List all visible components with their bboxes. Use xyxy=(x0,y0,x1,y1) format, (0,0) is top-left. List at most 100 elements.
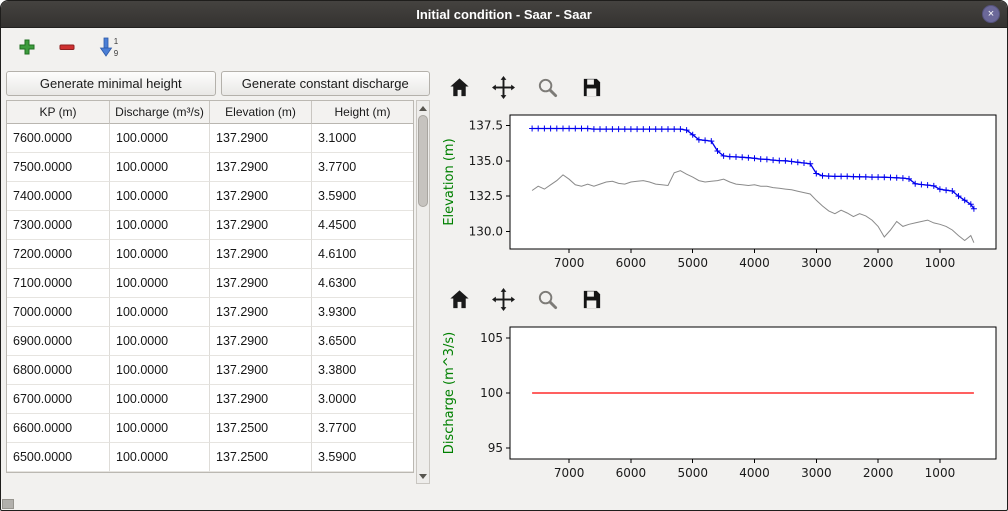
window-titlebar[interactable]: Initial condition - Saar - Saar × xyxy=(1,1,1007,28)
up-arrow-icon xyxy=(419,105,427,111)
table-cell[interactable]: 100.0000 xyxy=(110,124,210,153)
table-cell[interactable]: 3.7700 xyxy=(312,153,413,182)
table-cell[interactable]: 100.0000 xyxy=(110,443,210,472)
table-cell[interactable]: 6800.0000 xyxy=(7,356,110,385)
zoom-button[interactable] xyxy=(534,74,561,101)
generate-constant-discharge-button[interactable]: Generate constant discharge xyxy=(220,71,430,96)
scrollbar-thumb[interactable] xyxy=(418,115,428,207)
table-cell[interactable]: 3.1000 xyxy=(312,124,413,153)
pan-button[interactable] xyxy=(490,74,517,101)
svg-text:1000: 1000 xyxy=(925,256,956,270)
table-cell[interactable]: 7400.0000 xyxy=(7,182,110,211)
table-row: 6600.0000 100.0000 137.2500 3.7700 xyxy=(7,414,413,443)
table-cell[interactable]: 100.0000 xyxy=(110,327,210,356)
scrollbar-up-button[interactable] xyxy=(417,102,429,114)
zoom-button[interactable] xyxy=(534,286,561,313)
table-cell[interactable]: 3.7700 xyxy=(312,414,413,443)
bottom-left-grip[interactable] xyxy=(2,499,14,509)
table-cell[interactable]: 7600.0000 xyxy=(7,124,110,153)
generate-minimal-height-button[interactable]: Generate minimal height xyxy=(6,71,216,96)
table-cell[interactable]: 7300.0000 xyxy=(7,211,110,240)
table-cell[interactable]: 137.2900 xyxy=(210,269,312,298)
table-cell[interactable]: 137.2900 xyxy=(210,240,312,269)
table-row: 7100.0000 100.0000 137.2900 4.6300 xyxy=(7,269,413,298)
table-cell[interactable]: 6700.0000 xyxy=(7,385,110,414)
main-toolbar: 1 9 xyxy=(1,28,1007,66)
svg-text:3000: 3000 xyxy=(801,466,832,480)
table-row: 6500.0000 100.0000 137.2500 3.5900 xyxy=(7,443,413,472)
table-cell[interactable]: 6600.0000 xyxy=(7,414,110,443)
table-cell[interactable]: 137.2900 xyxy=(210,153,312,182)
table-cell[interactable]: 4.6300 xyxy=(312,269,413,298)
table-cell[interactable]: 3.0000 xyxy=(312,385,413,414)
table-cell[interactable]: 137.2900 xyxy=(210,298,312,327)
table-cell[interactable]: 3.3800 xyxy=(312,356,413,385)
sort-button[interactable]: 1 9 xyxy=(95,34,123,60)
table-cell[interactable]: 137.2900 xyxy=(210,385,312,414)
table-cell[interactable]: 4.4500 xyxy=(312,211,413,240)
svg-text:105: 105 xyxy=(480,331,503,345)
svg-text:7000: 7000 xyxy=(554,256,585,270)
svg-text:2000: 2000 xyxy=(863,256,894,270)
table-cell[interactable]: 137.2900 xyxy=(210,211,312,240)
table-cell[interactable]: 137.2900 xyxy=(210,182,312,211)
table-cell[interactable]: 6500.0000 xyxy=(7,443,110,472)
table-cell[interactable]: 100.0000 xyxy=(110,385,210,414)
pan-icon xyxy=(492,75,515,99)
home-button[interactable] xyxy=(446,74,473,101)
svg-text:7000: 7000 xyxy=(554,466,585,480)
close-button[interactable]: × xyxy=(982,5,1000,23)
column-header-1[interactable]: Discharge (m³/s) xyxy=(110,101,210,124)
table-cell[interactable]: 100.0000 xyxy=(110,211,210,240)
table-cell[interactable]: 137.2900 xyxy=(210,356,312,385)
svg-text:100: 100 xyxy=(480,386,503,400)
table-cell[interactable]: 137.2900 xyxy=(210,124,312,153)
table-cell[interactable]: 137.2500 xyxy=(210,443,312,472)
pan-button[interactable] xyxy=(490,286,517,313)
elevation-chart[interactable]: 7000 6000 5000 4000 3000 2000 1000 130.0 132.5 13… xyxy=(438,105,1004,279)
scrollbar-down-button[interactable] xyxy=(417,470,429,482)
svg-text:3000: 3000 xyxy=(801,256,832,270)
table-cell[interactable]: 6900.0000 xyxy=(7,327,110,356)
table-cell[interactable]: 100.0000 xyxy=(110,182,210,211)
table-cell[interactable]: 3.5900 xyxy=(312,182,413,211)
close-icon: × xyxy=(987,8,995,20)
table-cell[interactable]: 137.2900 xyxy=(210,327,312,356)
svg-text:2000: 2000 xyxy=(863,466,894,480)
table-scrollbar[interactable] xyxy=(416,100,430,484)
table-row: 7200.0000 100.0000 137.2900 4.6100 xyxy=(7,240,413,269)
save-button[interactable] xyxy=(578,74,605,101)
home-button[interactable] xyxy=(446,286,473,313)
table-cell[interactable]: 3.5900 xyxy=(312,443,413,472)
table-cell[interactable]: 7200.0000 xyxy=(7,240,110,269)
column-header-0[interactable]: KP (m) xyxy=(7,101,110,124)
column-header-3[interactable]: Height (m) xyxy=(312,101,413,124)
save-button[interactable] xyxy=(578,286,605,313)
table-cell[interactable]: 7000.0000 xyxy=(7,298,110,327)
table-cell[interactable]: 3.6500 xyxy=(312,327,413,356)
river-bottom-line xyxy=(531,170,975,243)
table-row: 6800.0000 100.0000 137.2900 3.3800 xyxy=(7,356,413,385)
table-cell[interactable]: 4.6100 xyxy=(312,240,413,269)
svg-text:132.5: 132.5 xyxy=(469,189,503,203)
table-row: 6700.0000 100.0000 137.2900 3.0000 xyxy=(7,385,413,414)
remove-row-button[interactable] xyxy=(55,35,79,59)
table-cell[interactable]: 100.0000 xyxy=(110,269,210,298)
svg-text:95: 95 xyxy=(488,441,503,455)
table-cell[interactable]: 100.0000 xyxy=(110,298,210,327)
column-header-2[interactable]: Elevation (m) xyxy=(210,101,312,124)
svg-text:4000: 4000 xyxy=(739,466,770,480)
table-cell[interactable]: 100.0000 xyxy=(110,153,210,182)
table-cell[interactable]: 100.0000 xyxy=(110,356,210,385)
discharge-chart[interactable]: 7000 6000 5000 4000 3000 2000 1000 95 100 105 Disc… xyxy=(438,317,1004,489)
add-row-button[interactable] xyxy=(15,35,39,59)
table-cell[interactable]: 100.0000 xyxy=(110,414,210,443)
table-cell[interactable]: 137.2500 xyxy=(210,414,312,443)
save-icon xyxy=(583,78,601,96)
pan-icon xyxy=(492,287,515,311)
table-cell[interactable]: 7100.0000 xyxy=(7,269,110,298)
table-cell[interactable]: 3.9300 xyxy=(312,298,413,327)
table-cell[interactable]: 100.0000 xyxy=(110,240,210,269)
table-cell[interactable]: 7500.0000 xyxy=(7,153,110,182)
